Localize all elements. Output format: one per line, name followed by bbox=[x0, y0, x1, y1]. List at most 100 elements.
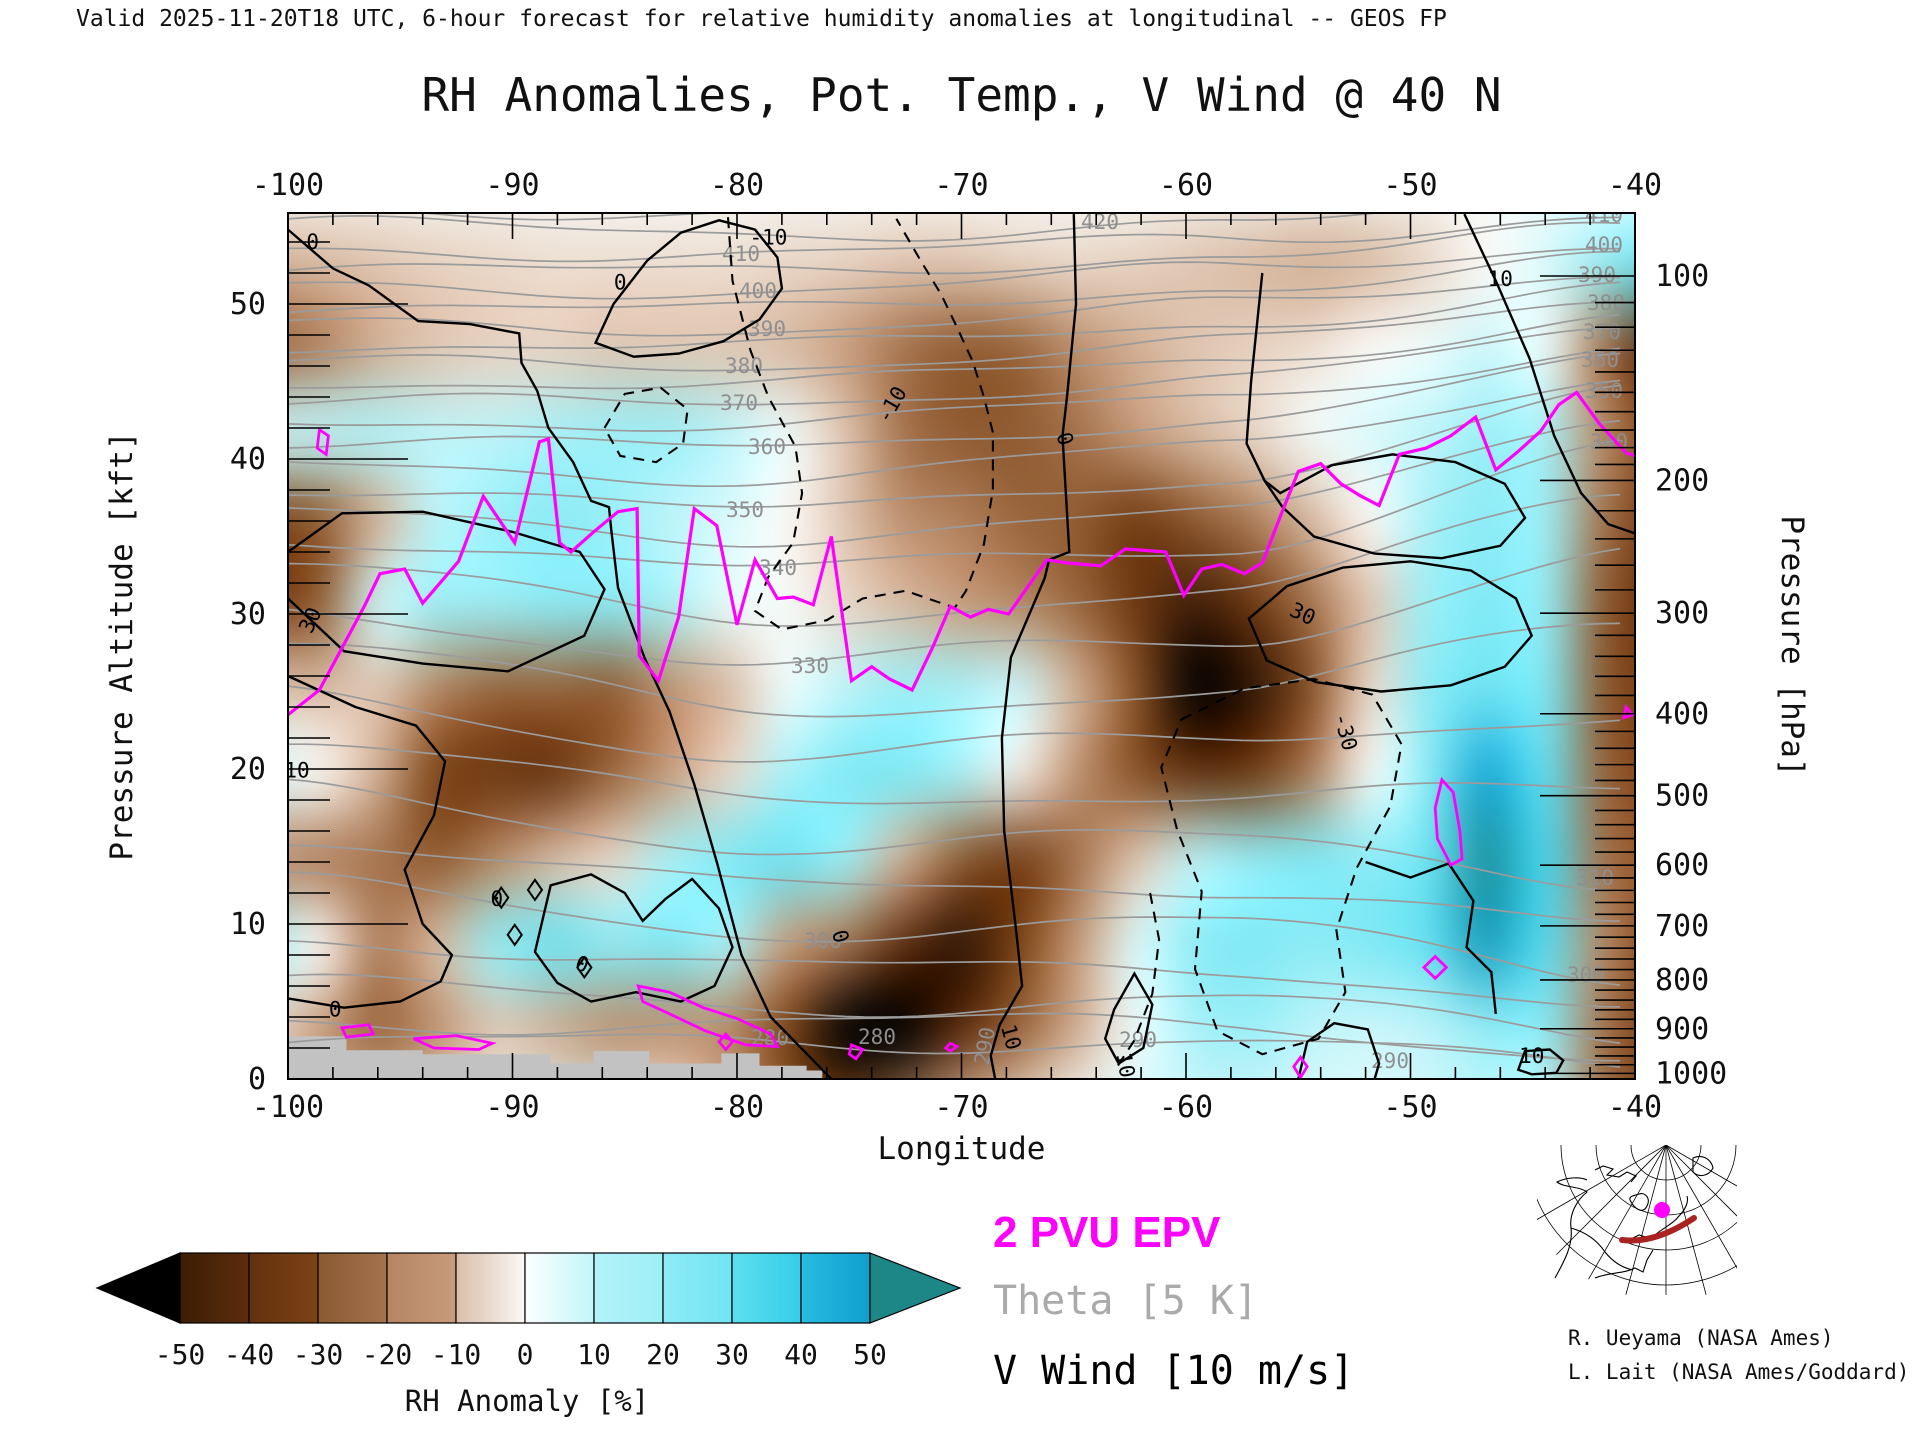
colorbar-segment bbox=[455, 1252, 526, 1324]
colorbar-title: RH Anomaly [%] bbox=[404, 1384, 650, 1418]
axis-tick-labels: -100-100-90-90-80-80-70-70-60-60-50-50-4… bbox=[104, 168, 1810, 1167]
colorbar-tick-label: -30 bbox=[292, 1338, 344, 1371]
svg-text:-50: -50 bbox=[1383, 1090, 1437, 1125]
legend-vwind-label: V Wind [10 m/s] bbox=[993, 1348, 1355, 1394]
svg-text:100: 100 bbox=[1655, 259, 1709, 294]
colorbar-segment bbox=[593, 1252, 664, 1324]
colorbar-segment bbox=[524, 1252, 595, 1324]
colorbar-tick-labels: -50 -40 -30 -20 -10 0 10 20 30 40 50 bbox=[88, 1338, 978, 1374]
svg-text:700: 700 bbox=[1655, 909, 1709, 944]
svg-text:350: 350 bbox=[726, 498, 764, 522]
colorbar-segment bbox=[800, 1252, 871, 1324]
colorbar-segment bbox=[317, 1252, 388, 1324]
valid-time-header: Valid 2025-11-20T18 UTC, 6-hour forecast… bbox=[76, 6, 1447, 32]
svg-text:900: 900 bbox=[1655, 1012, 1709, 1047]
svg-text:350: 350 bbox=[1585, 379, 1623, 403]
svg-text:1000: 1000 bbox=[1655, 1056, 1727, 1091]
svg-text:10: 10 bbox=[1111, 1051, 1139, 1080]
svg-text:10: 10 bbox=[230, 907, 266, 942]
vwind-contours-negative-dashed bbox=[603, 217, 1403, 1072]
svg-text:0: 0 bbox=[490, 887, 503, 911]
svg-text:-40: -40 bbox=[1608, 168, 1662, 203]
y-left-axis-title: Pressure Altitude [kft] bbox=[104, 431, 140, 860]
location-inset-map bbox=[1537, 1145, 1737, 1295]
svg-text:800: 800 bbox=[1655, 963, 1709, 998]
colorbar-segment bbox=[179, 1252, 250, 1324]
svg-text:400: 400 bbox=[1585, 233, 1623, 257]
svg-text:360: 360 bbox=[1581, 348, 1619, 372]
svg-text:360: 360 bbox=[748, 435, 786, 459]
svg-text:10: 10 bbox=[996, 1022, 1026, 1053]
colorbar-over-arrow bbox=[869, 1252, 962, 1324]
vwind-contours-positive-solid bbox=[288, 213, 1635, 1079]
svg-text:-100: -100 bbox=[252, 168, 324, 203]
rh-heatmap-canvas bbox=[288, 213, 1635, 1079]
svg-text:300: 300 bbox=[804, 929, 842, 953]
svg-text:-10: -10 bbox=[749, 225, 787, 249]
svg-text:-70: -70 bbox=[934, 168, 988, 203]
svg-text:-100: -100 bbox=[252, 1090, 324, 1125]
svg-text:-80: -80 bbox=[710, 168, 764, 203]
svg-text:600: 600 bbox=[1655, 848, 1709, 883]
svg-text:-60: -60 bbox=[1159, 168, 1213, 203]
page-title: RH Anomalies, Pot. Temp., V Wind @ 40 N bbox=[421, 68, 1502, 122]
svg-text:0: 0 bbox=[1052, 430, 1078, 448]
svg-text:30: 30 bbox=[230, 597, 266, 632]
colorbar-segment bbox=[248, 1252, 319, 1324]
svg-text:400: 400 bbox=[739, 279, 777, 303]
credit-line-1: R. Ueyama (NASA Ames) bbox=[1568, 1326, 1834, 1350]
theta-contours: 4204104003903803703603503403304104003903… bbox=[288, 203, 1628, 1073]
y-right-axis-title: Pressure [hPa] bbox=[1774, 515, 1810, 776]
colorbar-segment bbox=[662, 1252, 733, 1324]
svg-text:420: 420 bbox=[1081, 210, 1119, 234]
colorbar-tick-label: 40 bbox=[784, 1338, 818, 1371]
svg-text:370: 370 bbox=[1583, 320, 1621, 344]
svg-text:-80: -80 bbox=[710, 1090, 764, 1125]
svg-text:-30: -30 bbox=[1329, 710, 1362, 753]
colorbar-segment bbox=[386, 1252, 457, 1324]
svg-text:0: 0 bbox=[248, 1062, 266, 1097]
svg-text:290: 290 bbox=[970, 1025, 1000, 1067]
colorbar-tick-label: 30 bbox=[715, 1338, 749, 1371]
svg-text:280: 280 bbox=[858, 1025, 896, 1049]
svg-text:0: 0 bbox=[329, 997, 342, 1021]
colorbar-tick-label: -40 bbox=[223, 1338, 275, 1371]
inset-cross-section-arc bbox=[1619, 1215, 1697, 1244]
colorbar-tick-label: -10 bbox=[430, 1338, 482, 1371]
colorbar-tick-label: -20 bbox=[361, 1338, 413, 1371]
svg-text:390: 390 bbox=[748, 317, 786, 341]
inset-coastlines bbox=[1554, 1155, 1714, 1279]
colorbar-under-arrow bbox=[95, 1252, 181, 1324]
rh-anomaly-field bbox=[288, 213, 1635, 1079]
svg-text:10: 10 bbox=[1519, 1044, 1544, 1068]
svg-text:-10: -10 bbox=[872, 382, 912, 427]
svg-text:400: 400 bbox=[1655, 697, 1709, 732]
svg-text:30: 30 bbox=[1286, 598, 1319, 630]
svg-text:10: 10 bbox=[1488, 267, 1513, 291]
inset-location-dot bbox=[1654, 1202, 1670, 1218]
svg-text:410: 410 bbox=[1585, 203, 1623, 227]
svg-text:370: 370 bbox=[720, 391, 758, 415]
colorbar-segment bbox=[731, 1252, 802, 1324]
x-axis-title: Longitude bbox=[878, 1131, 1046, 1167]
svg-text:-70: -70 bbox=[934, 1090, 988, 1125]
colorbar bbox=[95, 1252, 962, 1324]
svg-text:-50: -50 bbox=[1383, 168, 1437, 203]
epv-2pvu-line bbox=[288, 390, 1635, 1079]
svg-text:200: 200 bbox=[1655, 463, 1709, 498]
svg-text:300: 300 bbox=[1567, 963, 1605, 987]
svg-text:-40: -40 bbox=[1608, 1090, 1662, 1125]
svg-text:-90: -90 bbox=[485, 168, 539, 203]
inset-graticule bbox=[1537, 1145, 1737, 1295]
colorbar-tick-label: -50 bbox=[154, 1338, 206, 1371]
svg-text:0: 0 bbox=[827, 927, 853, 945]
colorbar-tick-label: 20 bbox=[646, 1338, 680, 1371]
terrain-profile bbox=[288, 1036, 823, 1079]
colorbar-tick-label: 0 bbox=[516, 1338, 534, 1371]
svg-text:40: 40 bbox=[230, 442, 266, 477]
svg-text:0: 0 bbox=[614, 270, 627, 294]
svg-text:330: 330 bbox=[791, 654, 829, 678]
